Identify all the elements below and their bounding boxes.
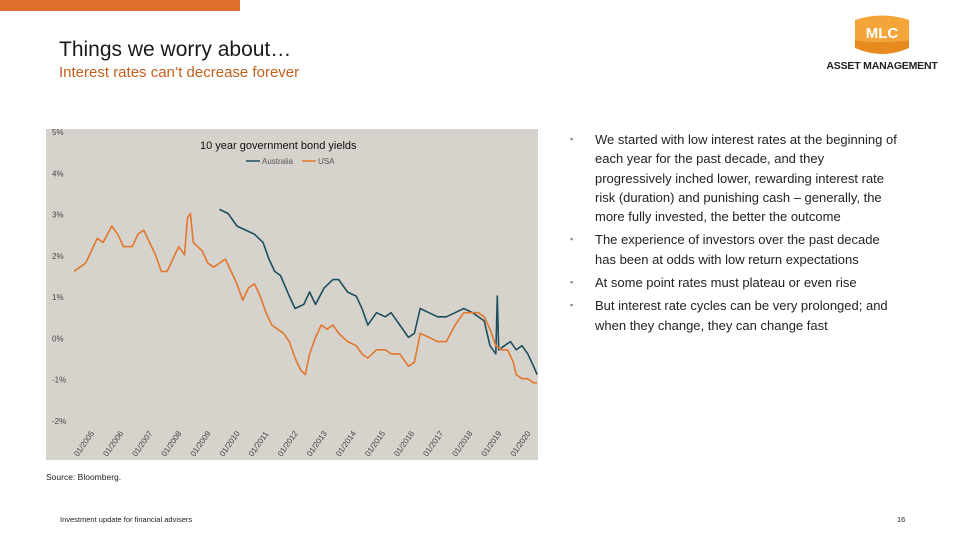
chart-svg: 5%4%3%2%1%0%-1%-2%01/2005 01/2006 01/2007 0…: [46, 128, 538, 460]
bullet-icon: ▪: [570, 300, 574, 311]
y-tick-label: -2%: [52, 417, 66, 426]
y-tick-label: 4%: [52, 169, 64, 178]
accent-bar: [0, 0, 240, 11]
series-line-usa: [73, 212, 538, 384]
mlc-logo: MLC ASSET MANAGEMENT: [822, 14, 942, 74]
legend-label-usa: USA: [318, 157, 335, 166]
bullet-item: ▪ The experience of investors over the pa…: [570, 230, 900, 269]
chart-title: 10 year government bond yields: [200, 140, 357, 152]
bullet-text: At some point rates must plateau or even…: [595, 275, 857, 291]
bullet-list: ▪ We started with low interest rates at t…: [570, 130, 900, 339]
y-tick-label: 2%: [52, 252, 64, 261]
page-number: 16: [897, 515, 906, 524]
chart-background: [46, 129, 538, 460]
bullet-text: The experience of investors over the pas…: [595, 232, 880, 267]
bullet-item: ▪ We started with low interest rates at t…: [570, 130, 900, 226]
logo-text: ASSET MANAGEMENT: [826, 60, 938, 72]
y-tick-label: 5%: [52, 129, 64, 137]
series-line-australia: [219, 208, 538, 375]
y-tick-label: -1%: [52, 376, 66, 385]
bullet-text: But interest rate cycles can be very pro…: [595, 298, 888, 333]
mlc-badge-icon: MLC: [855, 15, 909, 54]
bullet-icon: ▪: [570, 234, 574, 245]
y-tick-label: 3%: [52, 211, 64, 220]
bond-yield-chart: 5% 4% 3% 2% 1% 0% -1% -2% 01/2005 01/2006 01/2007 0…: [46, 128, 538, 460]
slide-title: Things we worry about…: [59, 38, 292, 61]
footer-text: Investment update for financial advisers: [60, 515, 193, 524]
legend-label-australia: Australia: [262, 157, 294, 166]
slide-subtitle: Interest rates can’t decrease forever: [59, 64, 300, 81]
bullet-icon: ▪: [570, 277, 574, 288]
bullet-icon: ▪: [570, 134, 574, 144]
y-tick-label: 0%: [52, 334, 64, 343]
bullet-item: ▪ At some point rates must plateau or eve…: [570, 273, 900, 292]
source-note: Source: Bloomberg.: [46, 472, 122, 482]
bullet-item: ▪ But interest rate cycles can be very pr…: [570, 296, 900, 335]
y-tick-label: 1%: [52, 293, 64, 302]
bullet-text: We started with low interest rates at th…: [595, 132, 897, 225]
logo-badge-text: MLC: [866, 25, 899, 42]
